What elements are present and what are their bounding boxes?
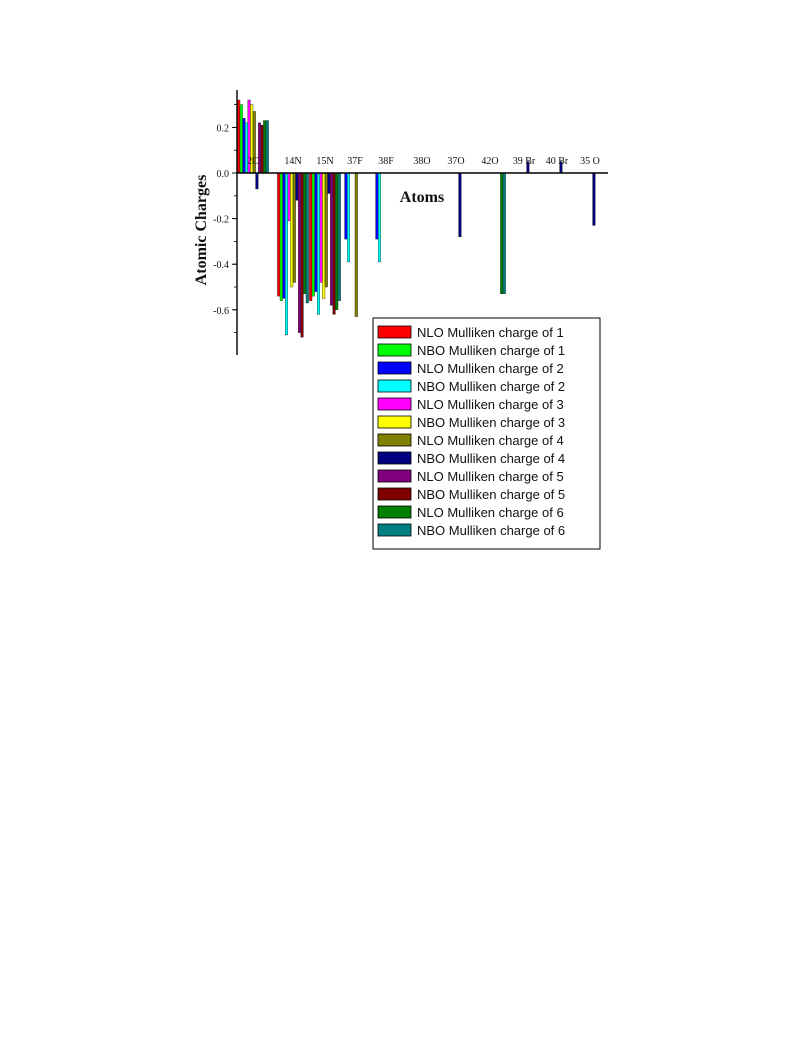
bar-6-3	[322, 172, 326, 299]
bar-3-4	[344, 172, 348, 240]
y-tick-label: -0.6	[213, 306, 229, 317]
bar-4-3	[317, 172, 321, 315]
bar-4-4	[347, 172, 351, 263]
x-tick-label: 15N	[316, 156, 333, 167]
bar-5-2	[287, 172, 291, 222]
y-tick-label: -0.2	[213, 215, 229, 226]
bar-3-5	[375, 172, 379, 240]
x-tick-label: 35 O	[580, 156, 600, 167]
bar-11-1	[263, 120, 267, 174]
bar-6-2	[290, 172, 294, 288]
legend-swatch	[377, 397, 412, 411]
x-axis-title: Atoms	[400, 189, 444, 206]
x-tick-label: 40 Br	[546, 156, 569, 167]
bar-8-11	[592, 172, 596, 226]
bar-7-3	[324, 172, 328, 288]
legend: NLO Mulliken charge of 1 NBO Mulliken cha…	[372, 317, 601, 550]
x-tick-label: 39 Br	[513, 156, 536, 167]
bar-10-2	[300, 172, 304, 338]
y-tick-label: 0.0	[217, 169, 230, 180]
bar-9-2	[298, 172, 302, 333]
legend-label: NBO Mulliken charge of 6	[417, 523, 565, 538]
bar-1-2	[277, 172, 281, 297]
bar-8-1	[255, 172, 259, 190]
legend-swatch	[377, 379, 412, 393]
x-tick-label: 14N	[284, 156, 301, 167]
bar-12-3	[337, 172, 341, 301]
bar-4-5	[378, 172, 382, 263]
bar-12-2	[305, 172, 309, 304]
legend-swatch	[377, 433, 412, 447]
x-tick-labels: 2C 14N 15N 37F 38F 38O 37O 42O 39 Br 40 Br 35 O	[247, 156, 600, 167]
bar-10-3	[332, 172, 336, 315]
x-tick-label: 2C	[247, 156, 259, 167]
y-tick-label: 0.2	[217, 123, 230, 134]
bar-10-1	[260, 124, 264, 174]
bar-1-3	[309, 172, 313, 301]
bar-11-2	[303, 172, 307, 295]
legend-swatch	[377, 325, 412, 339]
legend-swatch	[377, 505, 412, 519]
legend-label: NBO Mulliken charge of 2	[417, 379, 565, 394]
bar-5-3	[319, 172, 323, 283]
x-tick-label: 37F	[347, 156, 363, 167]
legend-label: NBO Mulliken charge of 5	[417, 487, 565, 502]
legend-label: NBO Mulliken charge of 1	[417, 343, 565, 358]
bar-8-3	[327, 172, 331, 194]
legend-label: NLO Mulliken charge of 6	[417, 505, 564, 520]
bar-2-3	[311, 172, 315, 297]
bar-2-2	[279, 172, 283, 301]
bar-1-1	[237, 99, 241, 174]
legend-swatch	[377, 361, 412, 375]
bar-12-1	[265, 120, 269, 174]
legend-swatch	[377, 523, 412, 537]
legend-swatch	[377, 469, 412, 483]
bar-9-3	[330, 172, 334, 306]
legend-label: NLO Mulliken charge of 3	[417, 397, 564, 412]
bar-8-7	[458, 172, 462, 238]
y-axis-title: Atomic Charges	[193, 175, 210, 286]
legend-swatch	[377, 487, 412, 501]
legend-label: NBO Mulliken charge of 3	[417, 415, 565, 430]
bar-4-2	[285, 172, 289, 336]
legend-label: NLO Mulliken charge of 4	[417, 433, 564, 448]
bar-3-3	[314, 172, 318, 292]
legend-label: NLO Mulliken charge of 5	[417, 469, 564, 484]
bar-11-8	[500, 172, 504, 295]
bar-12-8	[502, 172, 506, 295]
legend-swatch	[377, 451, 412, 465]
x-tick-label: 37O	[447, 156, 464, 167]
bars-layer	[237, 99, 596, 338]
bar-2-1	[239, 104, 243, 174]
x-tick-label: 38F	[378, 156, 394, 167]
axes-layer: 0.2 0.0 -0.2 -0.4 -0.6	[213, 90, 608, 355]
legend-label: NBO Mulliken charge of 4	[417, 451, 565, 466]
legend-swatch	[377, 415, 412, 429]
bar-8-2	[295, 172, 299, 201]
legend-label: NLO Mulliken charge of 2	[417, 361, 564, 376]
y-tick-label: -0.4	[213, 260, 229, 271]
bar-11-3	[335, 172, 339, 311]
x-tick-label: 38O	[413, 156, 430, 167]
bar-3-2	[282, 172, 286, 299]
legend-label: NLO Mulliken charge of 1	[417, 325, 564, 340]
bar-7-2	[292, 172, 296, 283]
x-tick-label: 42O	[481, 156, 498, 167]
bar-7-4	[354, 172, 358, 317]
bar-3-1	[242, 118, 246, 174]
legend-swatch	[377, 343, 412, 357]
